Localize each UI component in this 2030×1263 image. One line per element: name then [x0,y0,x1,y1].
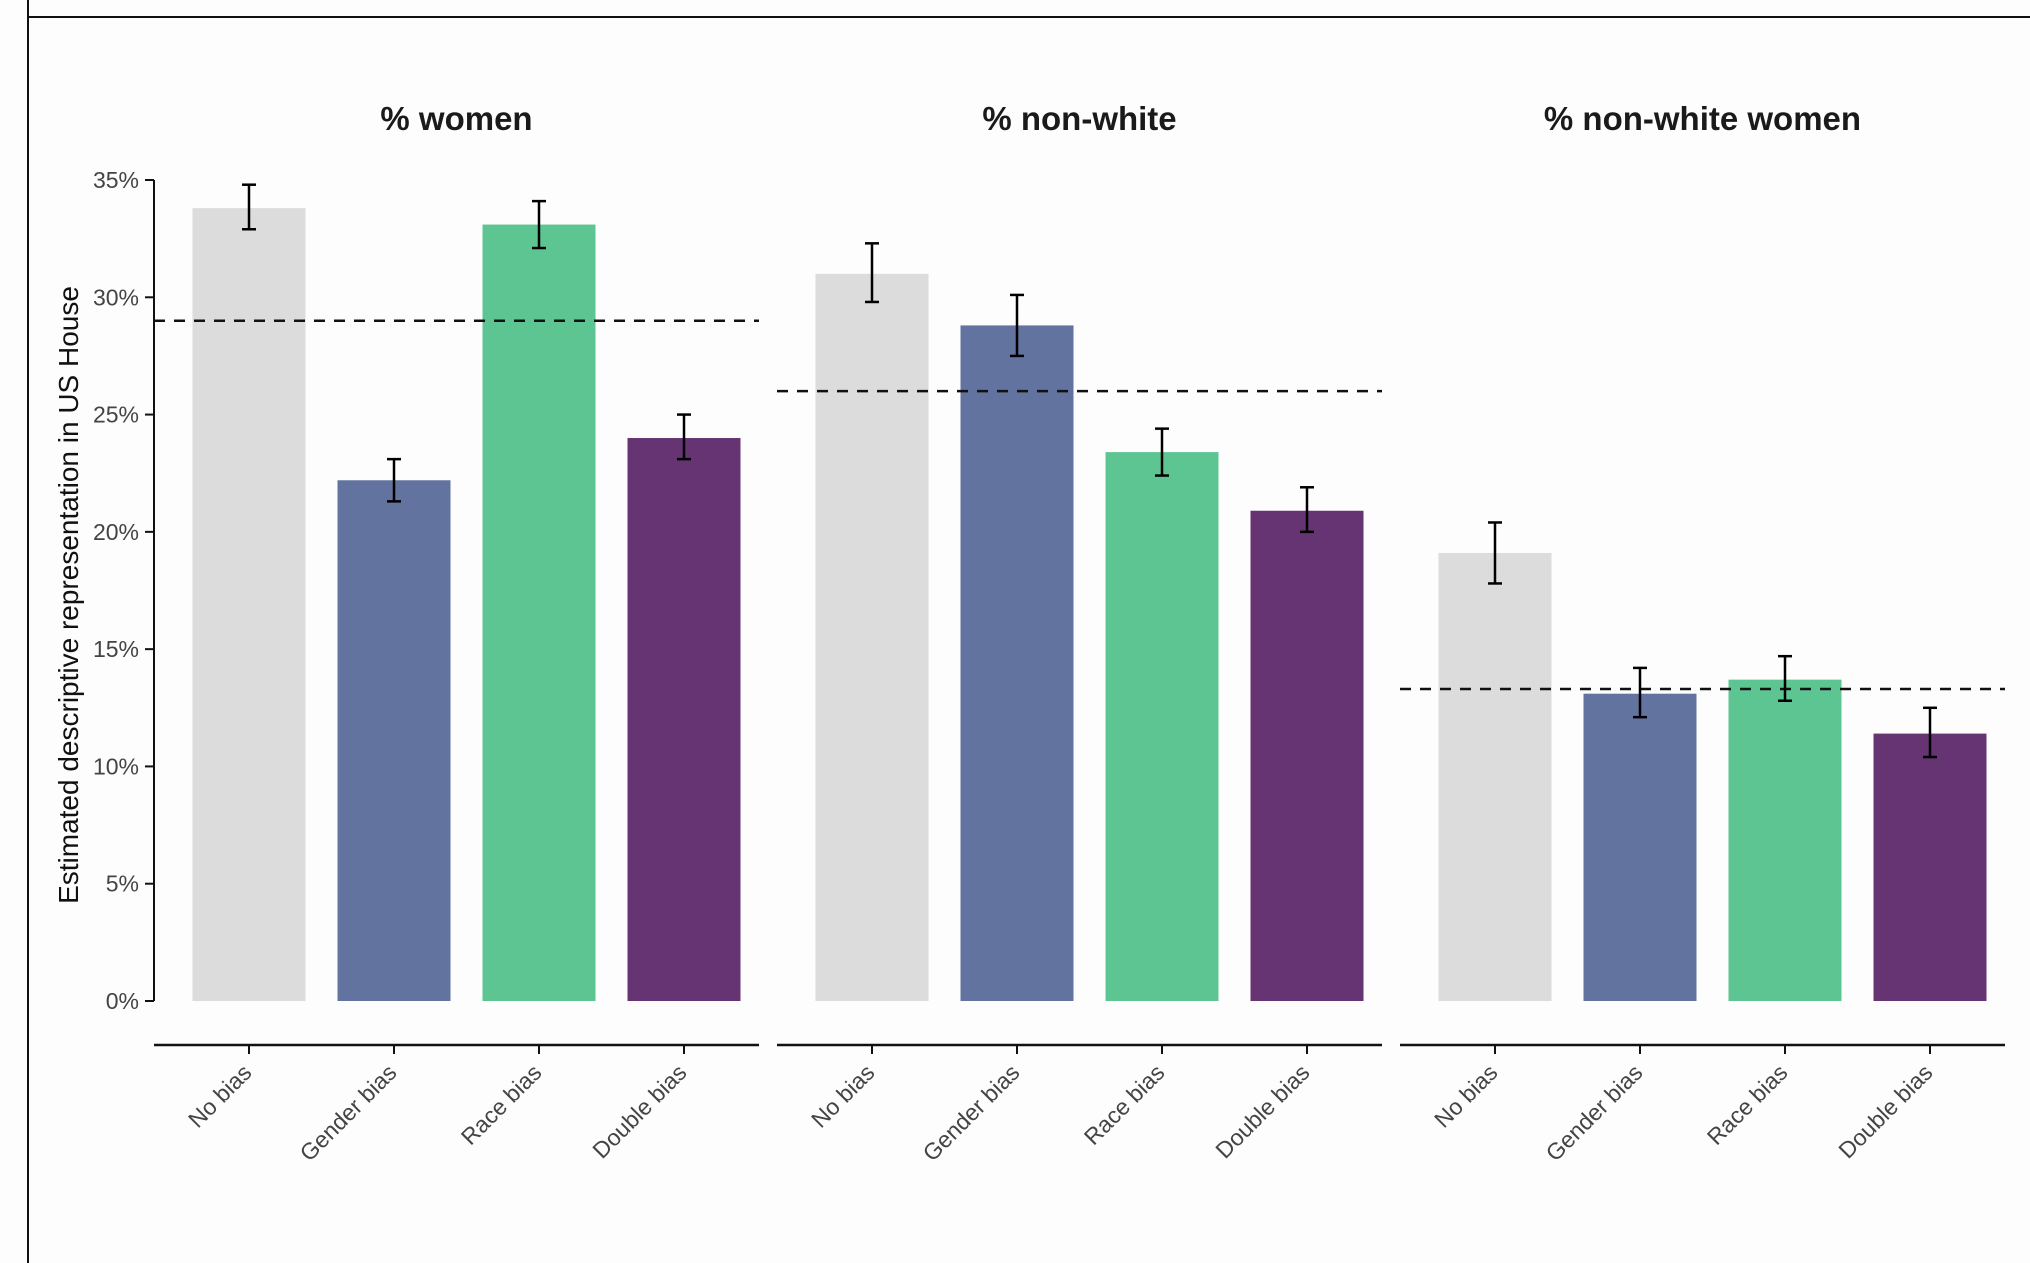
x-tick-label: Race bias [1702,1059,1793,1150]
x-tick-label: Double bias [1833,1059,1937,1163]
panels: % women No bias Gender bias Race bias Double… [154,100,2005,1166]
x-tick-label: No bias [806,1059,880,1133]
y-tick-label: 30% [93,284,139,310]
error-bar [532,199,546,250]
bar [1438,552,1552,1001]
bar [337,480,451,1001]
x-tick-label: Double bias [587,1059,691,1163]
bar [960,325,1074,1001]
error-bar [1155,427,1169,477]
panel-title: % women [380,100,532,137]
x-tick-label: Race bias [1079,1059,1170,1150]
error-bar [1923,706,1937,759]
y-tick-label: 10% [93,753,139,779]
bar [482,224,596,1001]
panel: % women No bias Gender bias Race bias Double… [154,100,759,1166]
y-tick-label: 35% [93,167,139,193]
x-tick-label: No bias [1429,1059,1503,1133]
error-bar [1488,521,1502,585]
y-tick-label: 0% [106,988,139,1014]
panel-title: % non-white women [1544,100,1861,137]
error-bar [387,457,401,503]
y-axis-title: Estimated descriptive representation in … [53,286,84,904]
panel-title: % non-white [982,100,1176,137]
bar [1105,452,1219,1001]
error-bar [1300,486,1314,534]
panel: % non-white women No bias Gender bias Race … [1400,100,2005,1166]
y-tick-label: 25% [93,402,139,428]
y-axis: 0% 5% 10% 15% 20% 25% 30% 35% Estimated descrip… [53,167,155,1014]
x-tick-label: Gender bias [918,1059,1025,1166]
x-tick-label: Race bias [456,1059,547,1150]
x-tick-label: Gender bias [295,1059,402,1166]
error-bar [865,242,879,304]
bar [815,273,929,1001]
y-tick-label: 15% [93,636,139,662]
x-tick-label: Double bias [1210,1059,1314,1163]
y-tick-label: 20% [93,519,139,545]
bar [192,208,306,1002]
x-tick-label: Gender bias [1541,1059,1648,1166]
y-ticks: 0% 5% 10% 15% 20% 25% 30% 35% [93,167,154,1014]
y-tick-label: 5% [106,871,139,897]
bar [1728,679,1842,1001]
error-bar [242,183,256,231]
bar [1583,693,1697,1001]
bar [1873,733,1987,1001]
error-bar [1633,666,1647,719]
error-bar [1010,293,1024,358]
error-bar [1778,654,1792,702]
bar [627,438,741,1001]
x-tick-label: No bias [183,1059,257,1133]
panel: % non-white No bias Gender bias Race bias Do… [777,100,1382,1166]
bar [1250,510,1364,1001]
error-bar [677,413,691,461]
